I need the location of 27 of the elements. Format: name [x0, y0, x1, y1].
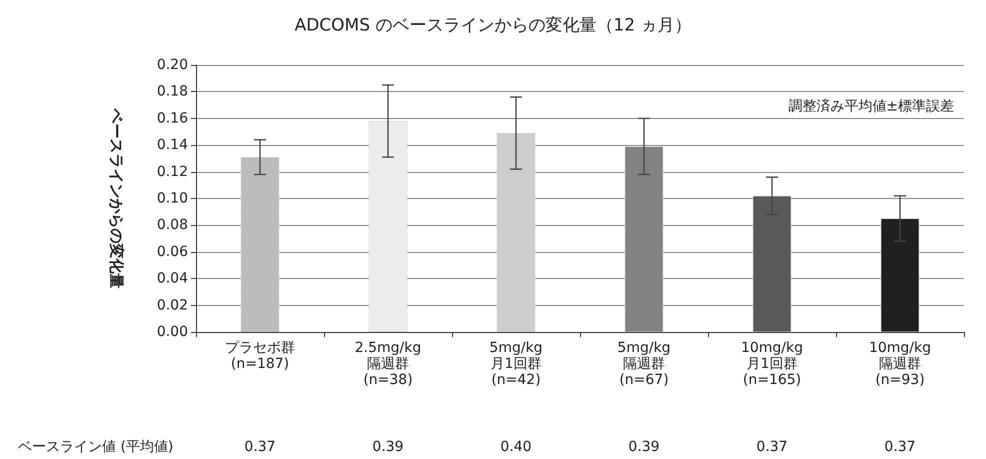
annotation: 調整済み平均値±標準誤差	[788, 98, 954, 115]
y-tick-label: 0.08	[156, 217, 188, 234]
y-axis-title: ベースラインからの変化量	[108, 108, 126, 288]
text: 0.40	[500, 439, 532, 455]
y-tick-label: 0.16	[156, 110, 188, 126]
text: ベースライン値 (平均値)	[18, 439, 174, 455]
text: 0.37	[756, 439, 788, 455]
chart-title: ADCOMS のベースラインからの変化量（12 ヵ月）	[294, 16, 692, 36]
text: 0.39	[372, 439, 404, 455]
x-tick-label: 10mg/kg 隔週群 (n=93)	[868, 340, 932, 388]
y-tick-label: 0.10	[156, 190, 188, 206]
y-tick-label: 0.14	[156, 137, 188, 154]
y-tick-label: 0.06	[156, 244, 188, 260]
y-tick-label: 0.00	[156, 324, 188, 340]
x-tick-label: 5mg/kg 月1回群 (n=42)	[489, 340, 543, 388]
x-tick-label: 2.5mg/kg 隔週群 (n=38)	[354, 340, 422, 388]
text: 0.37	[884, 439, 916, 455]
y-tick-label: 0.04	[156, 270, 188, 287]
x-tick-label: 10mg/kg 月1回群 (n=165)	[740, 340, 804, 388]
y-tick-label: 0.02	[156, 297, 188, 314]
text: 0.37	[244, 439, 276, 455]
y-tick-label: 0.20	[156, 57, 188, 73]
text: 0.39	[628, 439, 660, 455]
x-tick-label: 5mg/kg 隔週群 (n=67)	[617, 340, 671, 388]
x-tick-label: プラセボ群 (n=187)	[225, 340, 295, 372]
y-tick-label: 0.12	[156, 164, 188, 180]
y-tick-label: 0.18	[156, 84, 188, 100]
